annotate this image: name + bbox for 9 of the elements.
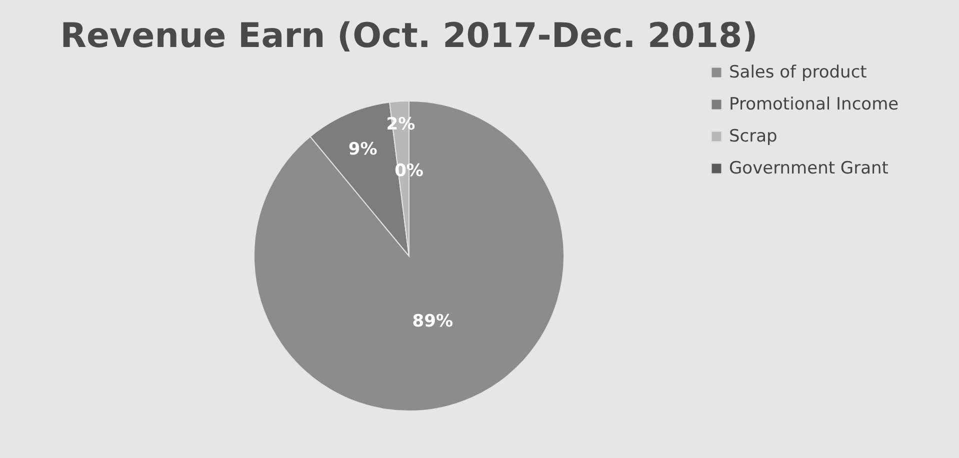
- legend-label: Sales of product: [729, 62, 868, 82]
- legend-label: Scrap: [729, 126, 778, 146]
- data-label: 9%: [348, 139, 378, 160]
- chart-title: Revenue Earn (Oct. 2017-Dec. 2018): [60, 16, 758, 56]
- legend-label: Government Grant: [729, 158, 889, 178]
- data-label: 2%: [386, 114, 416, 135]
- legend-label: Promotional Income: [729, 94, 899, 114]
- data-label: 89%: [412, 312, 453, 332]
- pie-slice: [254, 100, 564, 412]
